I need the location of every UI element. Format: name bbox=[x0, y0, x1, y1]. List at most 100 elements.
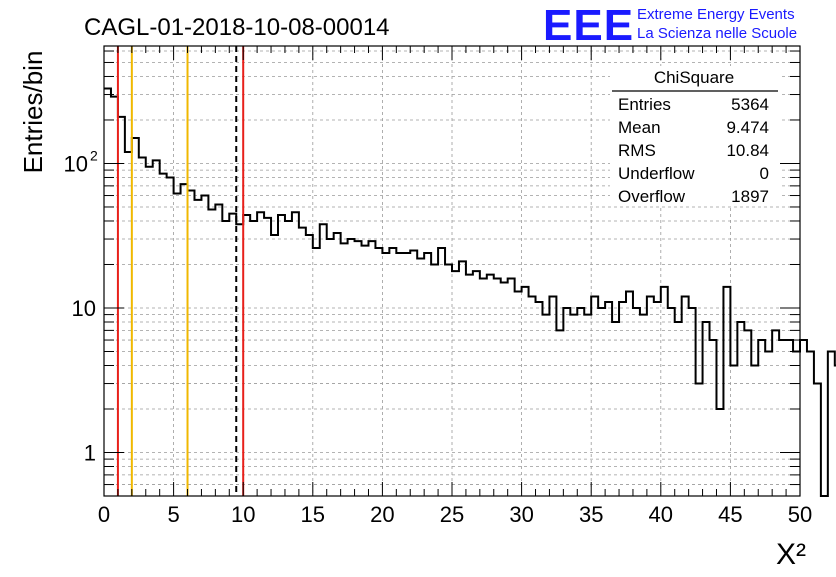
histogram-bin bbox=[334, 233, 341, 496]
reference-lines bbox=[116, 46, 245, 496]
histogram-bin bbox=[375, 248, 382, 496]
histogram-bin bbox=[299, 228, 306, 496]
histogram-bin bbox=[508, 278, 515, 496]
histogram-bin bbox=[146, 167, 153, 496]
y-tick-label: 10 bbox=[72, 296, 96, 321]
histogram-bin bbox=[341, 243, 348, 496]
histogram-bin bbox=[556, 330, 563, 496]
x-tick-label: 45 bbox=[718, 502, 742, 527]
histogram-bin bbox=[181, 184, 188, 496]
histogram-bin bbox=[153, 160, 160, 496]
histogram-bin bbox=[529, 297, 536, 496]
histogram-bin bbox=[501, 283, 508, 496]
stats-row-label: RMS bbox=[618, 141, 656, 160]
logo-mark: EEE bbox=[543, 1, 634, 50]
histogram-bin bbox=[188, 191, 195, 496]
histogram-bin bbox=[424, 253, 431, 496]
x-axis-label: X² bbox=[776, 538, 806, 571]
x-tick-label: 40 bbox=[649, 502, 673, 527]
histogram-bin bbox=[292, 212, 299, 496]
histogram-bin bbox=[355, 241, 362, 496]
histogram-bin bbox=[104, 89, 111, 496]
histogram-bin bbox=[125, 152, 132, 496]
histogram-bin bbox=[480, 278, 487, 496]
stats-row-label: Overflow bbox=[618, 187, 686, 206]
histogram-bin bbox=[118, 117, 125, 496]
histogram-bin bbox=[522, 287, 529, 496]
histogram-bin bbox=[696, 384, 703, 496]
histogram-bin bbox=[306, 235, 313, 496]
histogram-bin bbox=[654, 302, 661, 496]
histogram-bin bbox=[814, 384, 821, 496]
histogram-bin bbox=[647, 297, 654, 496]
histogram-bin bbox=[668, 308, 675, 496]
histogram-bin bbox=[703, 322, 710, 496]
histogram-bin bbox=[215, 205, 222, 496]
stats-box-background bbox=[610, 66, 780, 206]
histogram-bin bbox=[389, 248, 396, 496]
histogram-bin bbox=[362, 246, 369, 496]
histogram-bin bbox=[160, 174, 167, 496]
stats-row-label: Entries bbox=[618, 95, 671, 114]
histogram-bin bbox=[828, 351, 835, 496]
histogram-bin bbox=[201, 196, 208, 496]
histogram-bin bbox=[438, 248, 445, 496]
histogram-bin bbox=[807, 351, 814, 496]
histogram-bin bbox=[431, 264, 438, 496]
stats-row-value: 9.474 bbox=[726, 118, 769, 137]
histogram-step-line bbox=[104, 87, 836, 497]
histogram-bin bbox=[285, 221, 292, 496]
histogram-bin bbox=[111, 97, 118, 496]
x-tick-label: 25 bbox=[440, 502, 464, 527]
y-tick-label-exponent: 2 bbox=[90, 147, 98, 163]
histogram-bin bbox=[605, 302, 612, 496]
histogram-bin bbox=[577, 308, 584, 496]
histogram-bin bbox=[250, 221, 257, 496]
histogram-bin bbox=[633, 308, 640, 496]
chart-title: CAGL-01-2018-10-08-00014 bbox=[84, 14, 390, 41]
histogram-bin bbox=[396, 253, 403, 496]
y-axis-label: Entries/bin bbox=[18, 51, 48, 174]
histogram-bin bbox=[619, 302, 626, 496]
histogram-bin bbox=[410, 250, 417, 496]
histogram-bin bbox=[536, 302, 543, 496]
histogram-bin bbox=[278, 215, 285, 496]
histogram-bin bbox=[591, 297, 598, 496]
histogram-bin bbox=[403, 253, 410, 496]
x-tick-label: 30 bbox=[509, 502, 533, 527]
histogram-bin bbox=[570, 315, 577, 496]
histogram-bin bbox=[584, 315, 591, 496]
stats-row-label: Underflow bbox=[618, 164, 695, 183]
histogram-bin bbox=[243, 215, 250, 496]
stats-row-value: 1897 bbox=[731, 187, 769, 206]
histogram-bin bbox=[222, 221, 229, 496]
eee-logo: EEE Extreme Energy Events La Scienza nel… bbox=[543, 1, 797, 50]
histogram-bin bbox=[598, 308, 605, 496]
histogram-bin bbox=[723, 287, 730, 496]
histogram-bin bbox=[563, 308, 570, 496]
logo-line-1: Extreme Energy Events bbox=[637, 6, 795, 23]
histogram-bin bbox=[271, 235, 278, 496]
histogram-bin bbox=[194, 200, 201, 496]
histogram-bin bbox=[689, 308, 696, 496]
histogram-bin bbox=[779, 340, 786, 496]
histogram-bin bbox=[208, 210, 215, 496]
histogram-bin bbox=[264, 218, 271, 496]
histogram-bin bbox=[236, 224, 243, 496]
histogram-bin bbox=[682, 297, 689, 496]
histogram-bin bbox=[515, 292, 522, 496]
histogram-bin bbox=[229, 214, 236, 496]
histogram-series bbox=[104, 87, 836, 497]
histogram-bin bbox=[139, 157, 146, 496]
histogram-bin bbox=[417, 259, 424, 496]
histogram-bin bbox=[327, 239, 334, 496]
histogram-bin bbox=[765, 351, 772, 496]
x-tick-label: 50 bbox=[788, 502, 812, 527]
histogram-bin bbox=[800, 340, 807, 496]
histogram-bin bbox=[737, 322, 744, 496]
histogram-bin bbox=[368, 241, 375, 496]
histogram-bin bbox=[772, 330, 779, 496]
histogram-bin bbox=[167, 177, 174, 496]
